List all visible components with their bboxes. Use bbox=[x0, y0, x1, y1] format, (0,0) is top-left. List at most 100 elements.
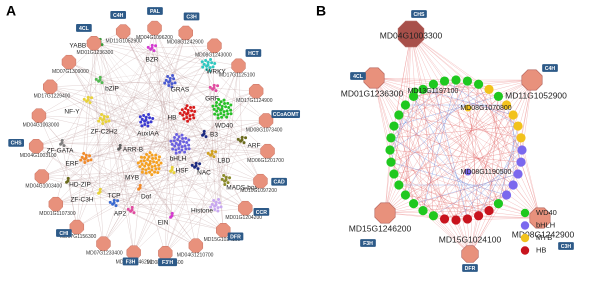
edge bbox=[422, 79, 457, 211]
gene-dot bbox=[178, 150, 182, 154]
edge bbox=[87, 99, 197, 167]
gene-dot bbox=[136, 161, 140, 165]
edge bbox=[390, 125, 519, 139]
gene-dot bbox=[196, 167, 200, 171]
edge bbox=[384, 194, 507, 214]
gene-node bbox=[386, 157, 396, 167]
gene-dot bbox=[185, 141, 189, 145]
gene-dot bbox=[173, 135, 177, 139]
gene-dot bbox=[210, 202, 214, 206]
gene-dot bbox=[177, 146, 181, 150]
gene-dot bbox=[156, 171, 160, 175]
edge bbox=[498, 79, 533, 204]
gene-dot bbox=[170, 82, 174, 86]
gene-dot bbox=[98, 116, 102, 120]
edge bbox=[99, 64, 209, 81]
edge bbox=[467, 80, 523, 151]
gene-dot bbox=[183, 150, 187, 154]
gene-label: MD15G1024100 bbox=[204, 237, 241, 243]
hub-node bbox=[461, 245, 479, 263]
gene-dot bbox=[167, 80, 171, 84]
gene-node bbox=[501, 190, 512, 200]
edge bbox=[384, 210, 490, 214]
edge bbox=[390, 161, 541, 219]
gene-label: MD07G1309000 bbox=[52, 69, 89, 75]
edge bbox=[85, 47, 153, 159]
gene-dot bbox=[175, 133, 179, 137]
gene-node bbox=[493, 199, 504, 209]
panel-label: B bbox=[316, 3, 326, 19]
edge bbox=[405, 96, 414, 196]
edge bbox=[165, 139, 243, 254]
gene-dot bbox=[209, 205, 213, 209]
gene-dot bbox=[146, 124, 150, 128]
enzyme-badge bbox=[122, 257, 139, 266]
gene-dot bbox=[229, 108, 233, 112]
family-label: Histone bbox=[191, 208, 213, 215]
gene-dot bbox=[244, 136, 248, 140]
gene-node bbox=[501, 100, 512, 110]
edge bbox=[165, 179, 227, 254]
edge bbox=[422, 89, 514, 116]
edge bbox=[68, 61, 205, 135]
edge bbox=[211, 153, 217, 206]
edge bbox=[154, 28, 173, 217]
gene-dot bbox=[140, 162, 144, 166]
edge bbox=[203, 133, 246, 209]
edge bbox=[433, 84, 468, 219]
gene-dot bbox=[139, 155, 143, 159]
gene-dot bbox=[180, 108, 184, 112]
gene-dot bbox=[222, 113, 226, 117]
gene-dot bbox=[171, 74, 175, 78]
gene-label: MD13G1197100 bbox=[408, 88, 459, 95]
edge bbox=[398, 114, 414, 204]
edge bbox=[113, 147, 121, 204]
gene-dot bbox=[130, 205, 134, 209]
edge bbox=[398, 114, 541, 219]
family-label: AP2 bbox=[114, 211, 127, 218]
family-label: ERF bbox=[66, 161, 79, 168]
gene-node bbox=[411, 87, 419, 95]
gene-dot bbox=[186, 108, 190, 112]
gene-dot bbox=[224, 175, 228, 179]
edge bbox=[99, 191, 104, 244]
edge bbox=[133, 215, 173, 253]
gene-dot bbox=[153, 164, 157, 168]
edge bbox=[384, 80, 445, 214]
edge bbox=[55, 203, 217, 206]
edge bbox=[103, 118, 133, 211]
gene-dot bbox=[155, 161, 159, 165]
edge bbox=[61, 64, 209, 144]
edge bbox=[123, 31, 223, 110]
gene-label: MD08G1073400 bbox=[246, 127, 283, 133]
edge bbox=[38, 115, 213, 155]
enzyme-badge bbox=[350, 72, 366, 80]
edge bbox=[55, 108, 223, 205]
gene-dot bbox=[107, 119, 111, 123]
gene-dot bbox=[172, 77, 176, 81]
gene-dot bbox=[223, 179, 227, 183]
edge bbox=[393, 125, 519, 175]
edge bbox=[99, 79, 173, 217]
enzyme-label: C3H bbox=[561, 244, 572, 250]
enzyme-label: CHS bbox=[414, 12, 425, 18]
gene-dot bbox=[170, 211, 174, 215]
edge bbox=[405, 33, 412, 196]
hub-node bbox=[521, 69, 543, 91]
gene-dot bbox=[225, 109, 229, 113]
gene-dot bbox=[213, 62, 217, 66]
family-label: GRAS bbox=[171, 87, 190, 94]
enzyme-label: F3H bbox=[363, 241, 373, 247]
edge bbox=[469, 84, 479, 255]
edge bbox=[139, 153, 213, 189]
edge bbox=[67, 157, 87, 182]
edge bbox=[149, 32, 186, 165]
gene-dot bbox=[166, 75, 170, 79]
edge bbox=[99, 79, 243, 141]
gene-dot bbox=[182, 140, 186, 144]
gene-dot bbox=[141, 167, 145, 171]
gene-dot bbox=[242, 141, 246, 145]
gene-node bbox=[451, 75, 461, 85]
edge bbox=[398, 80, 468, 116]
